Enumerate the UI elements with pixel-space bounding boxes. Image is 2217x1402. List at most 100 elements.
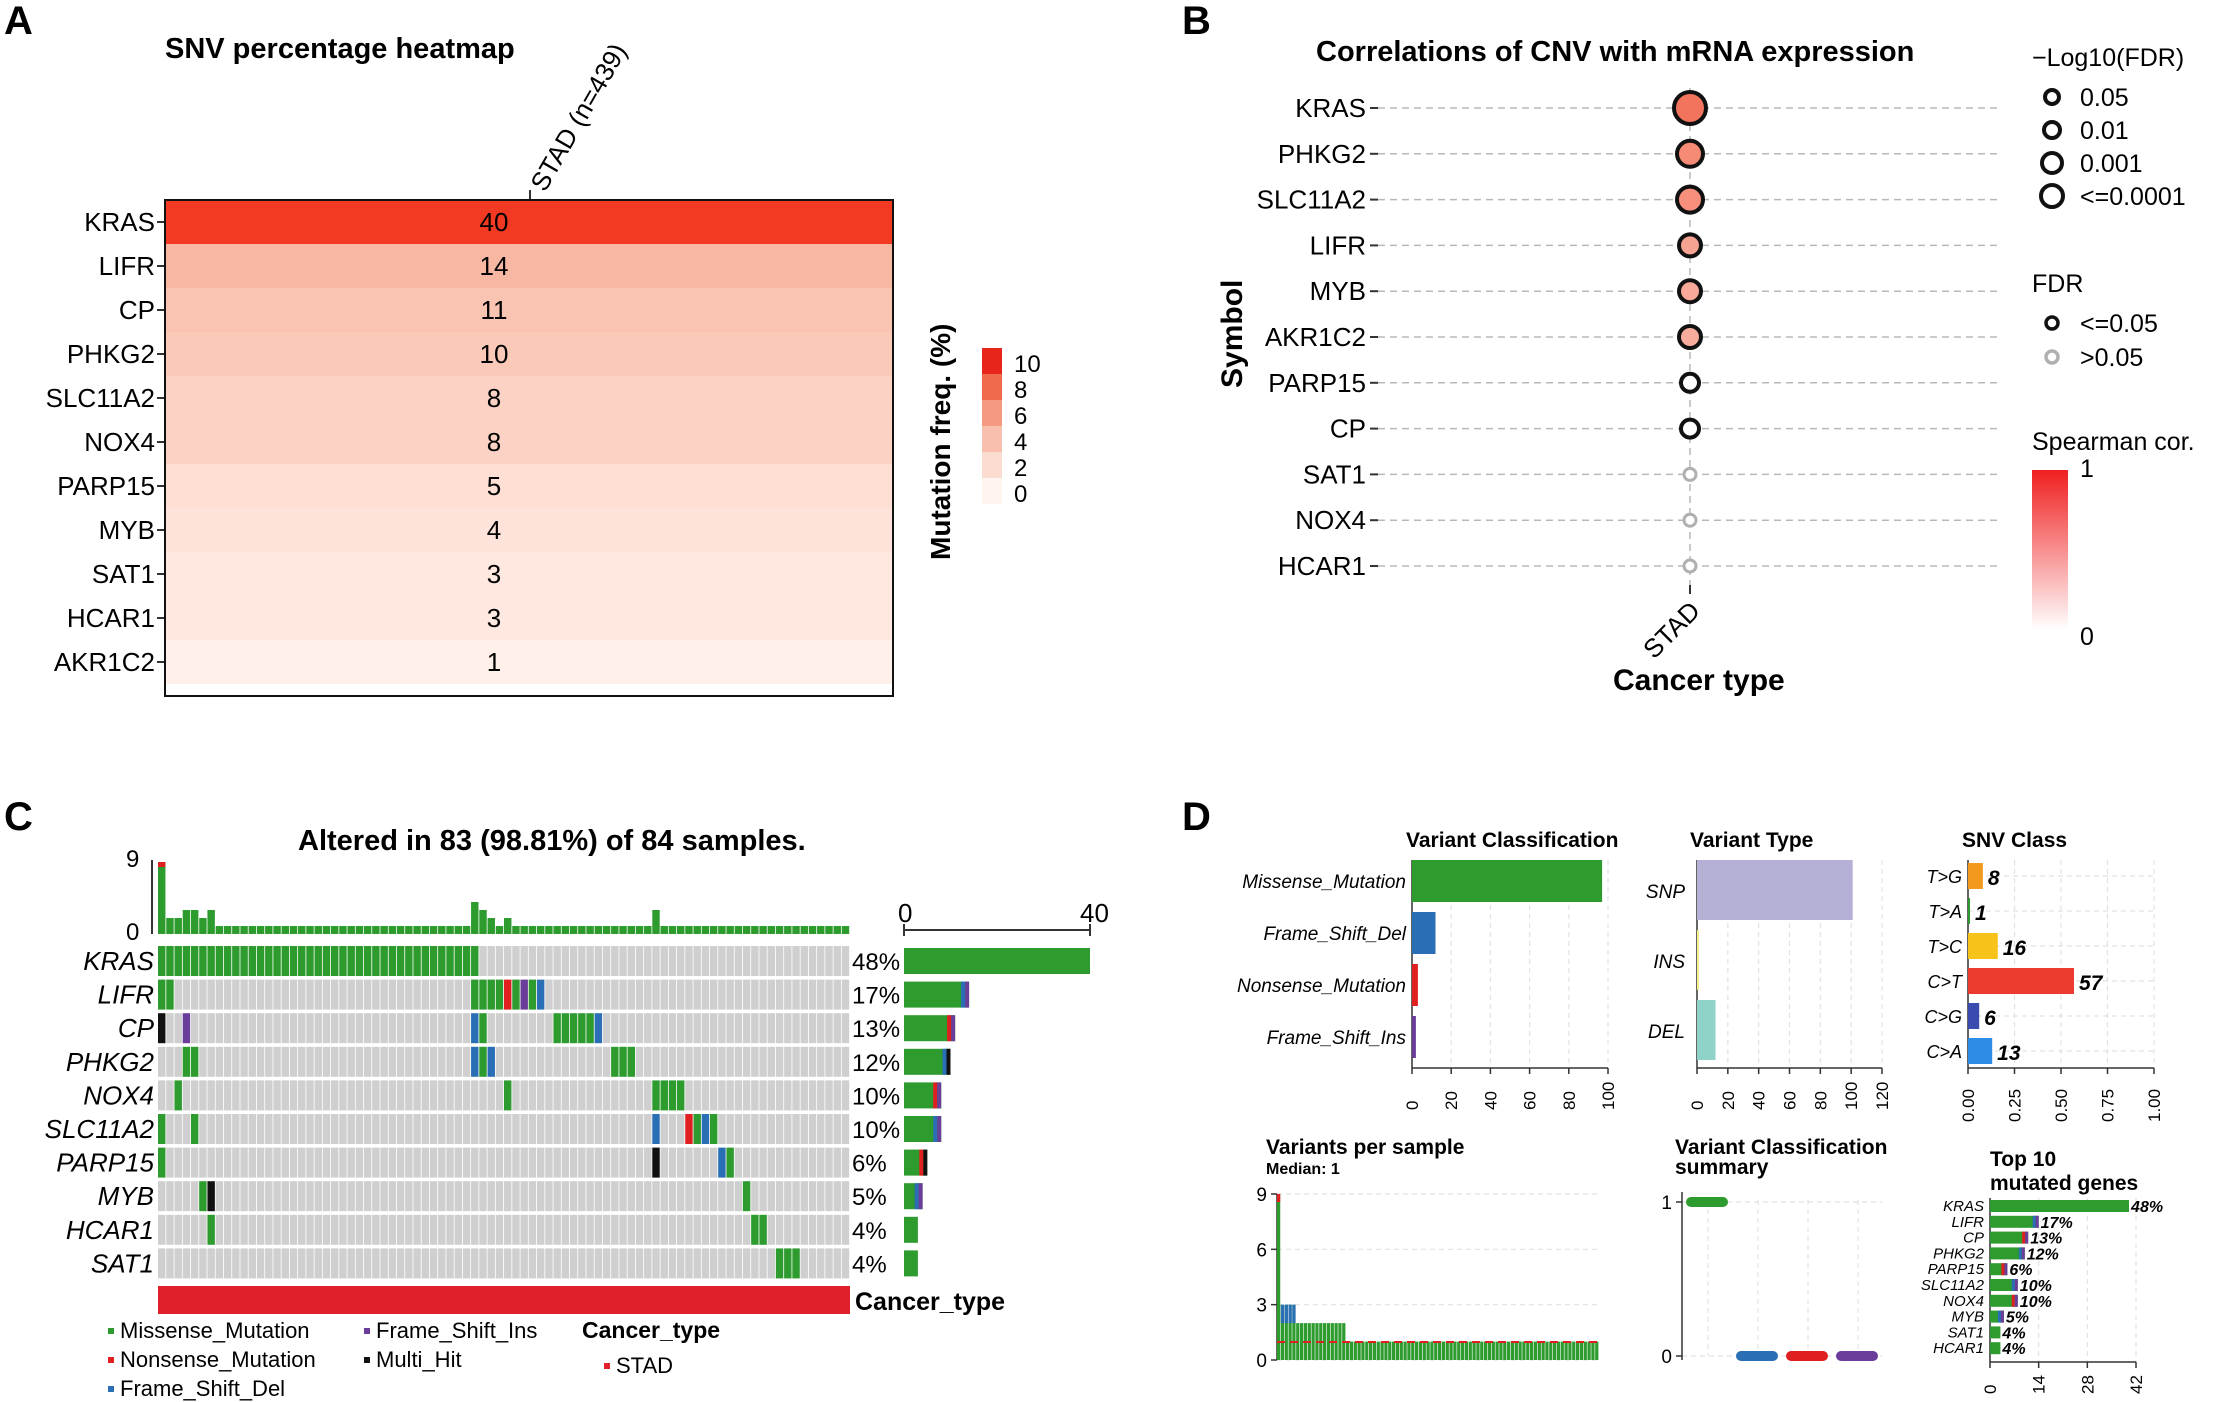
oncoprint-cell <box>792 1114 800 1144</box>
oncoprint-cell <box>240 1181 248 1212</box>
oncoprint-cell <box>190 946 199 976</box>
tmb-bar <box>207 910 215 934</box>
oncoprint-cell <box>372 1114 380 1144</box>
d4-bar <box>1491 1341 1495 1360</box>
spearman-legend-title: Spearman cor. <box>2032 428 2195 456</box>
heatmap-legend-swatch <box>982 374 1002 400</box>
oncoprint-cell <box>388 1147 397 1178</box>
oncoprint-cell <box>396 979 405 1010</box>
bubble-rows: KRAS PHKG2 SLC11A2 LIFR MYB AKR1C2 PARP15 CP SAT… <box>1257 88 2000 585</box>
d4-bar <box>1545 1341 1549 1360</box>
oncoprint-cell <box>784 1013 792 1044</box>
oncoprint-cell <box>520 1214 528 1245</box>
tmb-bars <box>158 862 850 934</box>
d4-bar <box>1415 1341 1419 1360</box>
oncoprint-cell <box>569 1147 578 1178</box>
oncoprint-percentages: 48% 17% 13% 12% 10% 10% 6% 5% 4% 4% <box>852 949 900 1278</box>
oncoprint-cell <box>528 1080 537 1111</box>
oncoprint-cell <box>841 1147 850 1178</box>
oncoprint-cell <box>413 1114 421 1144</box>
oncoprint-cell <box>685 946 693 976</box>
d4-bar <box>1346 1341 1350 1360</box>
d1-tick-label: 100 <box>1599 1082 1618 1110</box>
oncoprint-cell <box>751 1080 759 1111</box>
oncoprint-cell <box>627 1080 636 1111</box>
oncoprint-cell <box>784 1114 792 1144</box>
oncoprint-cell <box>487 1046 495 1077</box>
tmb-bar <box>331 926 339 934</box>
tmb-bar <box>223 926 232 934</box>
oncoprint-cell <box>495 946 504 976</box>
oncoprint-cell <box>199 979 207 1010</box>
oncoprint-gene-label: SLC11A2 <box>45 1114 155 1144</box>
oncoprint-cell <box>504 1214 512 1245</box>
oncoprint-cell <box>553 1248 561 1279</box>
oncoprint-cell <box>240 1013 248 1044</box>
tmb-bar <box>339 926 347 934</box>
oncoprint-cell <box>347 946 355 976</box>
oncoprint-cell <box>438 1214 446 1245</box>
gene-count-bar <box>904 1250 918 1277</box>
oncoprint-cell <box>611 1046 619 1077</box>
oncoprint-cell <box>709 1046 718 1077</box>
oncoprint-cell <box>265 1147 273 1178</box>
oncoprint-cell <box>372 946 380 976</box>
oncoprint-cell <box>644 979 652 1010</box>
d4-bar <box>1288 1304 1292 1360</box>
oncoprint-cell <box>215 1013 224 1044</box>
oncoprint-cell <box>784 946 792 976</box>
oncoprint-cell <box>413 1013 421 1044</box>
d3-category-label: T>C <box>1927 937 1963 957</box>
oncoprint-cell <box>528 979 537 1010</box>
oncoprint-cell <box>331 979 339 1010</box>
tmb-bar <box>429 926 438 934</box>
oncoprint-cell <box>775 1080 784 1111</box>
oncoprint-cell <box>479 1214 487 1245</box>
oncoprint-cell <box>561 1114 570 1144</box>
d6-title: Top 10 <box>1990 1148 2056 1171</box>
heatmap-cell <box>165 244 893 288</box>
d4-bar <box>1292 1304 1296 1360</box>
oncoprint-cell <box>355 1080 364 1111</box>
oncoprint-cell <box>775 1181 784 1212</box>
tmb-bar <box>594 926 603 934</box>
oncoprint-cell <box>635 1248 644 1279</box>
oncoprint-cell <box>207 1147 215 1178</box>
oncoprint-cell <box>528 1147 537 1178</box>
oncoprint-cell <box>298 979 306 1010</box>
d6-bar <box>1990 1279 2018 1291</box>
oncoprint-cell <box>759 1147 767 1178</box>
oncoprint-cell <box>232 1248 240 1279</box>
d1-tick-label: 80 <box>1560 1091 1579 1110</box>
oncoprint-legend: Missense_Mutation Nonsense_Mutation Frame_… <box>108 1318 537 1401</box>
oncoprint-cell <box>174 1181 182 1212</box>
oncoprint-cell <box>635 1114 644 1144</box>
tmb-bar <box>561 926 570 934</box>
oncoprint-cell <box>817 1013 825 1044</box>
oncoprint-cell <box>578 1248 586 1279</box>
oncoprint-cell <box>396 1214 405 1245</box>
d6-category-label: NOX4 <box>1943 1293 1984 1310</box>
oncoprint-cell <box>355 1114 364 1144</box>
oncoprint-cell <box>166 979 174 1010</box>
d4-bar <box>1453 1341 1457 1360</box>
tmb-bar <box>784 926 792 934</box>
oncoprint-cell <box>405 1080 413 1111</box>
d1-tick-label: 60 <box>1521 1091 1540 1110</box>
tmb-bar <box>446 926 454 934</box>
d5-title2: summary <box>1675 1156 1769 1179</box>
oncoprint-cell <box>166 1046 174 1077</box>
d5-title: Variant Classification <box>1675 1136 1887 1159</box>
oncoprint-cell <box>677 1248 685 1279</box>
d4-bar <box>1388 1341 1392 1360</box>
oncoprint-cell <box>289 1248 298 1279</box>
gene-count-bar-segment <box>947 1015 952 1042</box>
d3-bar-label: 6 <box>1984 1007 1996 1030</box>
oncoprint-cell <box>808 1080 817 1111</box>
oncoprint-cell <box>734 1080 743 1111</box>
heatmap-cell-value: 1 <box>487 647 501 677</box>
oncoprint-cell <box>685 1248 693 1279</box>
oncoprint-cell <box>158 946 166 976</box>
oncoprint-cell <box>611 1080 619 1111</box>
